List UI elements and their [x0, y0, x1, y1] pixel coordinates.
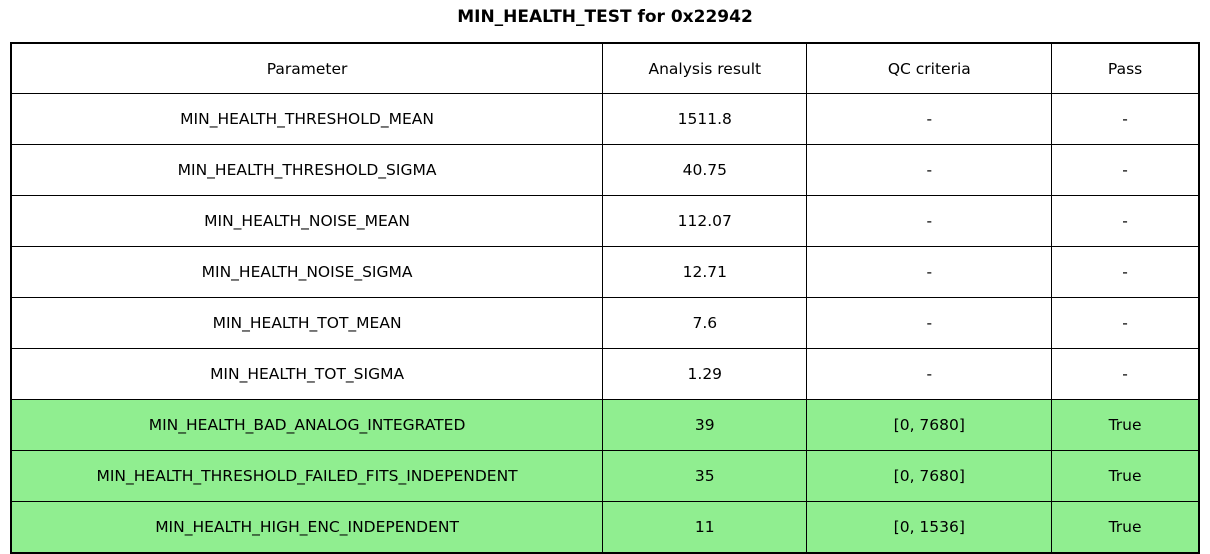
pass-cell: True: [1051, 399, 1200, 451]
table-row: MIN_HEALTH_TOT_MEAN 7.6 - -: [10, 297, 1200, 349]
parameter-cell: MIN_HEALTH_HIGH_ENC_INDEPENDENT: [10, 501, 604, 554]
analysis-result-cell: 35: [602, 450, 808, 502]
pass-cell: True: [1051, 501, 1200, 554]
qc-criteria-cell: -: [806, 144, 1053, 196]
qc-results-table: Parameter Analysis result QC criteria Pa…: [10, 42, 1200, 554]
parameter-cell: MIN_HEALTH_THRESHOLD_SIGMA: [10, 144, 604, 196]
analysis-result-cell: 112.07: [602, 195, 808, 247]
parameter-cell: MIN_HEALTH_TOT_SIGMA: [10, 348, 604, 400]
analysis-result-cell: 39: [602, 399, 808, 451]
header-row: Parameter Analysis result QC criteria Pa…: [10, 42, 1200, 94]
parameter-cell: MIN_HEALTH_NOISE_MEAN: [10, 195, 604, 247]
pass-cell: -: [1051, 348, 1200, 400]
qc-criteria-cell: -: [806, 246, 1053, 298]
parameter-cell: MIN_HEALTH_TOT_MEAN: [10, 297, 604, 349]
table-row: MIN_HEALTH_NOISE_MEAN 112.07 - -: [10, 195, 1200, 247]
page-title: MIN_HEALTH_TEST for 0x22942: [457, 7, 753, 27]
qc-criteria-cell: -: [806, 297, 1053, 349]
qc-criteria-cell: [0, 1536]: [806, 501, 1053, 554]
table-row: MIN_HEALTH_NOISE_SIGMA 12.71 - -: [10, 246, 1200, 298]
table-row-passing: MIN_HEALTH_THRESHOLD_FAILED_FITS_INDEPEN…: [10, 450, 1200, 502]
qc-criteria-cell: -: [806, 348, 1053, 400]
column-header-analysis-result: Analysis result: [602, 42, 808, 94]
table-row: MIN_HEALTH_TOT_SIGMA 1.29 - -: [10, 348, 1200, 400]
qc-criteria-cell: -: [806, 93, 1053, 145]
qc-criteria-cell: [0, 7680]: [806, 399, 1053, 451]
analysis-result-cell: 1511.8: [602, 93, 808, 145]
parameter-cell: MIN_HEALTH_THRESHOLD_MEAN: [10, 93, 604, 145]
table-row: MIN_HEALTH_THRESHOLD_MEAN 1511.8 - -: [10, 93, 1200, 145]
pass-cell: -: [1051, 144, 1200, 196]
column-header-pass: Pass: [1051, 42, 1200, 94]
qc-criteria-cell: -: [806, 195, 1053, 247]
analysis-result-cell: 40.75: [602, 144, 808, 196]
column-header-parameter: Parameter: [10, 42, 604, 94]
pass-cell: -: [1051, 246, 1200, 298]
pass-cell: True: [1051, 450, 1200, 502]
pass-cell: -: [1051, 93, 1200, 145]
table-row-passing: MIN_HEALTH_HIGH_ENC_INDEPENDENT 11 [0, 1…: [10, 501, 1200, 554]
analysis-result-cell: 11: [602, 501, 808, 554]
parameter-cell: MIN_HEALTH_BAD_ANALOG_INTEGRATED: [10, 399, 604, 451]
analysis-result-cell: 12.71: [602, 246, 808, 298]
analysis-result-cell: 7.6: [602, 297, 808, 349]
pass-cell: -: [1051, 195, 1200, 247]
column-header-qc-criteria: QC criteria: [806, 42, 1053, 94]
table-row-passing: MIN_HEALTH_BAD_ANALOG_INTEGRATED 39 [0, …: [10, 399, 1200, 451]
pass-cell: -: [1051, 297, 1200, 349]
analysis-result-cell: 1.29: [602, 348, 808, 400]
table-row: MIN_HEALTH_THRESHOLD_SIGMA 40.75 - -: [10, 144, 1200, 196]
parameter-cell: MIN_HEALTH_THRESHOLD_FAILED_FITS_INDEPEN…: [10, 450, 604, 502]
parameter-cell: MIN_HEALTH_NOISE_SIGMA: [10, 246, 604, 298]
qc-criteria-cell: [0, 7680]: [806, 450, 1053, 502]
